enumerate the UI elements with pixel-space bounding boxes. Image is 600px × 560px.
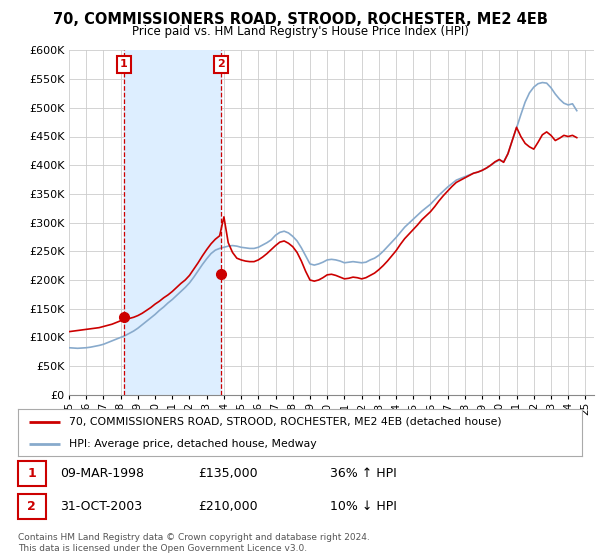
Text: 70, COMMISSIONERS ROAD, STROOD, ROCHESTER, ME2 4EB (detached house): 70, COMMISSIONERS ROAD, STROOD, ROCHESTE… [69,417,502,427]
Text: 36% ↑ HPI: 36% ↑ HPI [330,466,397,480]
Text: HPI: Average price, detached house, Medway: HPI: Average price, detached house, Medw… [69,438,316,449]
Text: 31-OCT-2003: 31-OCT-2003 [60,500,142,514]
Text: Price paid vs. HM Land Registry's House Price Index (HPI): Price paid vs. HM Land Registry's House … [131,25,469,38]
Text: 10% ↓ HPI: 10% ↓ HPI [330,500,397,514]
Text: 09-MAR-1998: 09-MAR-1998 [60,466,144,480]
Text: Contains HM Land Registry data © Crown copyright and database right 2024.
This d: Contains HM Land Registry data © Crown c… [18,533,370,553]
Text: £210,000: £210,000 [198,500,257,514]
Bar [124,50,221,395]
Text: 70, COMMISSIONERS ROAD, STROOD, ROCHESTER, ME2 4EB: 70, COMMISSIONERS ROAD, STROOD, ROCHESTE… [53,12,547,27]
Text: 2: 2 [217,59,225,69]
Text: 2: 2 [28,500,36,514]
Text: 1: 1 [28,466,36,480]
Text: £135,000: £135,000 [198,466,257,480]
Text: 1: 1 [120,59,128,69]
